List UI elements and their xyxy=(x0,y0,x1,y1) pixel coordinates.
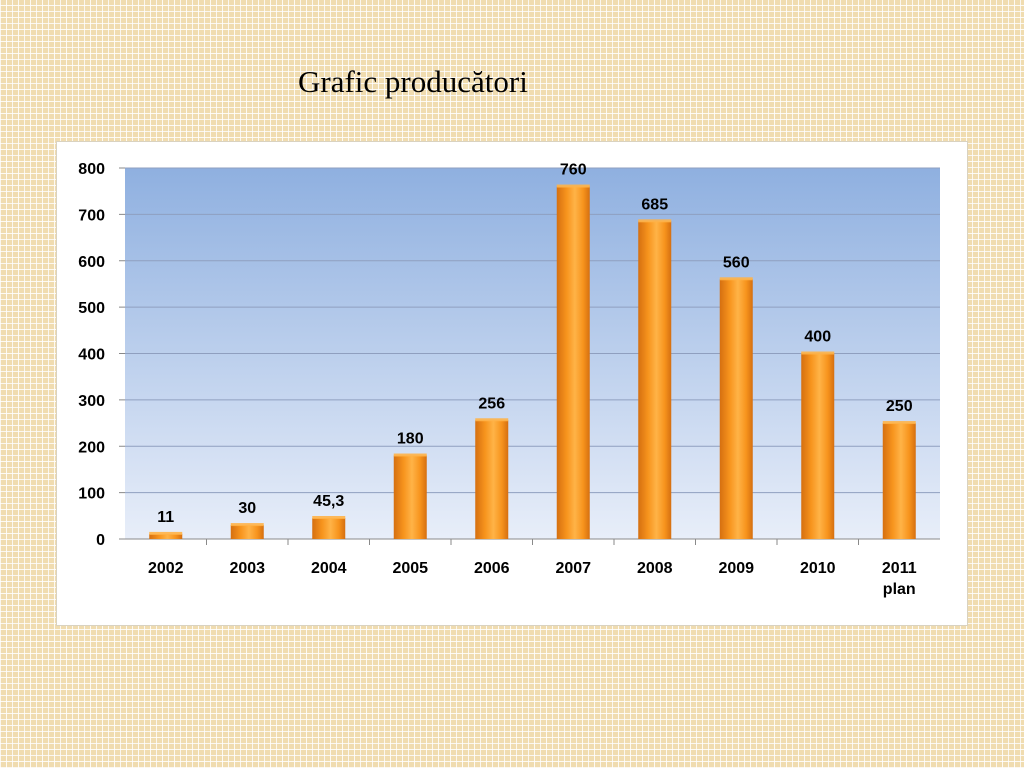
bar xyxy=(230,525,264,539)
y-tick-label: 100 xyxy=(78,486,105,503)
y-tick-label: 700 xyxy=(78,207,105,224)
chart-frame: 0 100 200 300 400 500 600 700 800 11 2002 30 2003 45,… xyxy=(56,141,968,626)
bar-cap xyxy=(556,184,590,188)
bar xyxy=(638,221,672,540)
bar-chart: 0 100 200 300 400 500 600 700 800 11 2002 30 2003 45,… xyxy=(78,161,940,598)
bar-cap xyxy=(801,351,835,355)
data-label: 180 xyxy=(397,431,424,448)
y-tick-label: 800 xyxy=(78,161,105,178)
data-label: 685 xyxy=(641,196,668,213)
x-tick-label: 2009 xyxy=(718,560,754,577)
bar xyxy=(801,353,835,539)
bar-cap xyxy=(393,453,427,457)
bar xyxy=(312,517,346,539)
bar-cap xyxy=(230,523,264,527)
y-tick-label: 300 xyxy=(78,393,105,410)
y-tick-label: 400 xyxy=(78,347,105,364)
bar xyxy=(719,279,753,539)
x-tick-label: 2003 xyxy=(229,560,265,577)
bar-cap xyxy=(719,277,753,281)
bar-cap xyxy=(149,531,183,535)
bar-cap xyxy=(312,515,346,519)
x-tick-label: 2007 xyxy=(555,560,591,577)
bar xyxy=(882,423,916,539)
y-tick-label: 0 xyxy=(96,532,105,549)
data-label: 760 xyxy=(560,162,587,179)
bar-cap xyxy=(475,418,509,422)
data-label: 11 xyxy=(157,509,174,526)
data-label: 45,3 xyxy=(313,493,344,510)
x-tick-label: 2011 plan xyxy=(882,560,917,598)
bar xyxy=(393,455,427,539)
data-label: 400 xyxy=(804,329,831,346)
slide-title: Grafic producători xyxy=(298,64,528,99)
x-tick-label: 2002 xyxy=(148,560,184,577)
y-tick-label: 500 xyxy=(78,300,105,317)
data-label: 30 xyxy=(238,500,256,517)
x-tick-label: 2004 xyxy=(311,560,347,577)
bar xyxy=(149,533,183,539)
data-label: 560 xyxy=(723,254,750,271)
bar-cap xyxy=(638,219,672,223)
x-tick-label: 2008 xyxy=(637,560,673,577)
bar xyxy=(556,186,590,540)
data-label: 256 xyxy=(478,395,505,412)
y-tick-label: 600 xyxy=(78,254,105,271)
y-tick-label: 200 xyxy=(78,439,105,456)
bar xyxy=(475,420,509,539)
x-tick-label: 2006 xyxy=(474,560,510,577)
x-tick-label: 2005 xyxy=(392,560,428,577)
data-label: 250 xyxy=(886,398,913,415)
x-tick-label: 2010 xyxy=(800,560,836,577)
bar-cap xyxy=(882,421,916,425)
